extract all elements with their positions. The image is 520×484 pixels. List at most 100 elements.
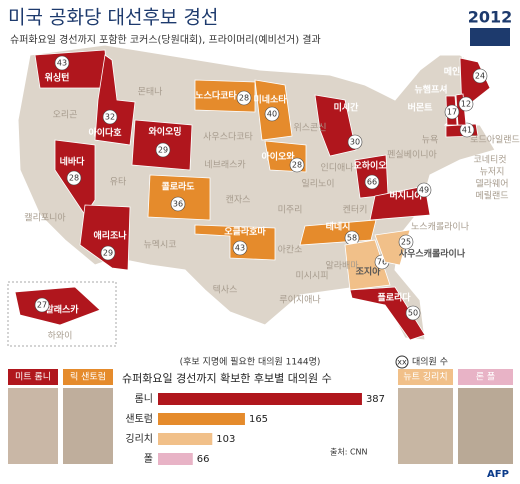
delegate-count: 28 xyxy=(69,174,79,183)
state-name: 네바다 xyxy=(60,156,86,168)
state-label: 캔자스 xyxy=(226,195,251,206)
state-label: 켄터키 xyxy=(343,205,368,216)
delegate-count: 29 xyxy=(158,146,168,155)
state-name: 워싱턴 xyxy=(45,72,70,84)
bar xyxy=(158,393,362,405)
state-label: 하와이 xyxy=(48,330,73,342)
delegate-circle xyxy=(405,305,421,321)
chart-title: 슈퍼화요일 경선까지 확보한 후보별 대의원 수 xyxy=(122,371,332,385)
delegate-circle xyxy=(232,240,248,256)
delegate-circle xyxy=(347,134,363,150)
legend-circle xyxy=(395,355,409,369)
delegate-circle xyxy=(289,157,305,173)
state-label: 델라웨어 xyxy=(475,178,508,190)
delegate-count: 28 xyxy=(292,161,302,170)
photo xyxy=(458,388,513,464)
state-label: 몬태나 xyxy=(138,87,163,98)
delegate-count: 36 xyxy=(173,200,183,209)
delegate-count: 12 xyxy=(461,100,471,109)
state-name: 버몬트 xyxy=(408,102,434,114)
delegate-count: 43 xyxy=(235,244,245,253)
delegate-circle xyxy=(416,182,432,198)
legend-name: 뉴트 깅리치 xyxy=(403,371,447,383)
state-name: 미네소타 xyxy=(253,94,287,106)
inset-frame xyxy=(7,281,117,347)
state-label: 캘리포니아 xyxy=(24,212,66,224)
delegate-circle xyxy=(34,297,50,313)
state-shape xyxy=(94,54,136,146)
state-shape xyxy=(314,94,357,157)
bar xyxy=(158,453,193,465)
photo xyxy=(398,388,453,464)
delegate-count: 58 xyxy=(347,234,357,243)
state-shape xyxy=(344,239,391,291)
state-label: 일리노이 xyxy=(301,179,334,190)
bar-label: 롬니 xyxy=(135,393,153,405)
state-label: 유타 xyxy=(110,177,127,188)
delegate-count: 66 xyxy=(367,178,377,187)
bar-value: 66 xyxy=(197,454,210,465)
legend-name: 미트 롬니 xyxy=(15,372,51,383)
credit: AFP xyxy=(487,469,509,480)
delegate-circle xyxy=(100,245,116,261)
source: 출처: CNN xyxy=(330,447,368,457)
delegate-count: 43 xyxy=(57,59,67,68)
delegate-count: 76 xyxy=(377,258,387,267)
photo xyxy=(63,388,113,464)
state-name: 뉴햄프셔 xyxy=(414,84,447,96)
state-label: 오리곤 xyxy=(53,110,78,121)
delegate-count: 32 xyxy=(105,113,115,122)
subtitle: 슈퍼화요일 경선까지 포함한 코커스(당원대회), 프라이머리(예비선거) 결과 xyxy=(10,33,321,46)
state-name: 와이오밍 xyxy=(148,126,181,138)
delegate-circle xyxy=(398,234,414,250)
bar-value: 103 xyxy=(216,434,235,445)
title: 미국 공화당 대선후보 경선 xyxy=(8,7,218,29)
logo: 2012 xyxy=(468,8,513,27)
state-label: 메릴랜드 xyxy=(475,191,508,202)
state-label: 알라배마 xyxy=(325,261,359,272)
state-label: 사우스다코타 xyxy=(203,132,253,143)
state-name: 사우스캐롤라이나 xyxy=(399,248,466,260)
delegate-count: 25 xyxy=(401,238,411,247)
bar-label: 샌토럼 xyxy=(125,412,153,425)
delegate-count: 40 xyxy=(267,110,277,119)
state-label: 텍사스 xyxy=(213,285,238,296)
legend-name: 릭 샌토럼 xyxy=(70,371,106,383)
delegate-count: 49 xyxy=(419,186,429,195)
legend-name: 론 폴 xyxy=(476,372,495,383)
bottom-panel: xx 대의원 수 (후보 지명에 필요한 대의원 1144명) 슈퍼화요일 경선… xyxy=(8,355,513,480)
delegate-count: 27 xyxy=(37,301,47,310)
state-label: 루이지애나 xyxy=(279,295,320,306)
state-label: 네브래스카 xyxy=(204,160,245,171)
delegate-circle xyxy=(66,170,82,186)
delegate-circle xyxy=(364,174,380,190)
state-name: 오하이오 xyxy=(353,160,387,172)
state-name: 미시간 xyxy=(334,102,360,114)
legend-box xyxy=(458,369,513,385)
delegate-circle xyxy=(264,106,280,122)
legend-symbol: xx xyxy=(397,358,407,367)
delegate-circle xyxy=(54,55,70,71)
state-shape xyxy=(194,224,276,261)
state-label: 뉴저지 xyxy=(480,167,505,178)
state-shape xyxy=(14,286,101,326)
delegate-circle xyxy=(236,90,252,106)
legend-text: 대의원 수 xyxy=(412,357,448,368)
state-label: 미주리 xyxy=(278,205,303,216)
state-shape xyxy=(369,185,431,221)
state-name: 아이다호 xyxy=(88,127,122,139)
photo xyxy=(8,388,58,464)
delegate-circle xyxy=(459,122,475,138)
state-label: 로드아일랜드 xyxy=(470,135,520,146)
state-label: 인디애나 xyxy=(320,163,353,174)
state-name: 테네시 xyxy=(326,221,351,233)
delegate-circle xyxy=(444,104,460,120)
state-name: 알래스카 xyxy=(45,304,79,316)
bar-label: 폴 xyxy=(144,453,153,465)
delegate-count: 30 xyxy=(350,138,360,147)
state-name: 메인 xyxy=(444,66,461,78)
delegate-circle xyxy=(472,68,488,84)
bar xyxy=(158,433,213,445)
